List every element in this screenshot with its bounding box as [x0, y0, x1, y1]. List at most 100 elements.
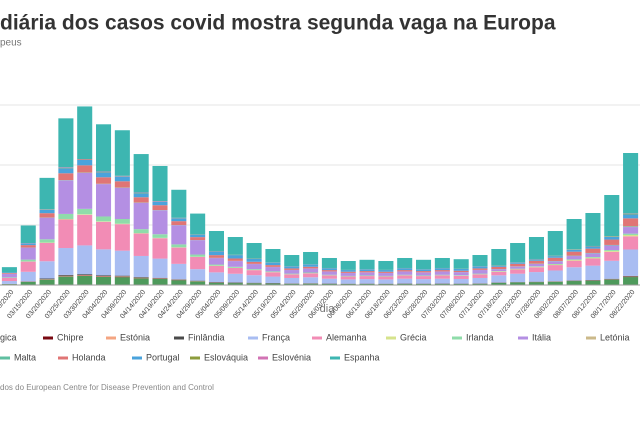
bar-segment — [397, 274, 413, 276]
bar-segment — [397, 283, 413, 285]
bar-segment — [303, 277, 319, 284]
bar-segment — [604, 251, 620, 261]
legend-label: Itália — [532, 332, 551, 342]
bar-segment — [434, 283, 450, 285]
bar-segment — [604, 195, 620, 237]
bar-segment — [77, 159, 93, 166]
bar-segment — [77, 276, 93, 285]
bar-segment — [1, 277, 17, 278]
bar-segment — [585, 256, 601, 258]
bar-segment — [416, 269, 432, 272]
bar-segment — [152, 234, 168, 238]
bar-segment — [227, 261, 243, 267]
bar-segment — [114, 250, 130, 276]
bar-segment — [434, 271, 450, 275]
bar-segment — [547, 270, 563, 282]
bar-segment — [416, 259, 432, 270]
bar-segment — [114, 277, 130, 285]
legend-label: Portugal — [146, 352, 180, 362]
bar-segment — [190, 269, 206, 281]
bar-segment — [1, 273, 17, 278]
bar-segment — [208, 282, 224, 283]
bar-segment — [284, 274, 300, 278]
bar-segment — [528, 272, 544, 282]
bar-segment — [510, 269, 526, 274]
bar-segment — [623, 234, 639, 237]
bar-segment — [20, 245, 36, 248]
bar-segment — [39, 213, 55, 218]
bar-segment — [416, 283, 432, 285]
bar-segment — [284, 268, 300, 270]
bar-segment — [585, 280, 601, 285]
bar-segment — [434, 257, 450, 268]
bar-segment — [453, 272, 469, 276]
bar-segment — [321, 283, 337, 285]
bar-segment — [528, 259, 544, 261]
bar-segment — [340, 276, 356, 280]
bar-segment — [528, 260, 544, 264]
bar-segment — [171, 218, 187, 222]
bar-segment — [397, 270, 413, 272]
bar-segment — [171, 247, 187, 264]
bar-segment — [114, 181, 130, 188]
bar-segment — [171, 225, 187, 245]
bar-segment — [265, 271, 281, 273]
bar-segment — [547, 265, 563, 271]
bar-segment — [340, 279, 356, 284]
bar-segment — [321, 271, 337, 275]
bar-segment — [77, 172, 93, 209]
bar-segment — [190, 234, 206, 238]
bar-segment — [623, 227, 639, 234]
bar-segment — [566, 251, 582, 256]
legend-label: Eslovénia — [272, 352, 311, 362]
bar-segment — [133, 193, 149, 198]
bar-segment — [190, 240, 206, 255]
bar-segment — [77, 159, 93, 160]
bar-segment — [623, 213, 639, 215]
bar-segment — [434, 268, 450, 271]
bar-segment — [434, 275, 450, 279]
bar-segment — [152, 165, 168, 201]
bar-segment — [77, 214, 93, 246]
bar-segment — [378, 276, 394, 280]
bar-segment — [96, 172, 112, 178]
bar-segment — [284, 266, 300, 269]
bar-segment — [566, 260, 582, 268]
bar-segment — [416, 272, 432, 276]
bar-segment — [133, 255, 149, 278]
legend-label: Holanda — [72, 352, 106, 362]
legend-label: Irlanda — [466, 332, 494, 342]
bar-segment — [265, 262, 281, 266]
bar-segment — [472, 266, 488, 269]
bar-segment — [58, 168, 74, 174]
bar-segment — [340, 261, 356, 270]
bar-segment — [208, 255, 224, 258]
bar-segment — [133, 277, 149, 278]
bar-segment — [227, 255, 243, 259]
bar-segment — [472, 283, 488, 285]
bar-segment — [96, 184, 112, 217]
bar-segment — [190, 256, 206, 270]
bar-segment — [20, 282, 36, 285]
chart-title: diária dos casos covid mostra segunda va… — [0, 12, 556, 35]
bar-segment — [510, 266, 526, 269]
bar-segment — [566, 267, 582, 281]
bar-segment — [96, 275, 112, 277]
bar-segment — [20, 259, 36, 262]
bar-segment — [416, 279, 432, 284]
bar-segment — [171, 280, 187, 285]
legend-label: Estónia — [120, 332, 150, 342]
bar-segment — [227, 258, 243, 261]
legend-label: Grécia — [400, 332, 427, 342]
bar-segment — [604, 250, 620, 252]
bar-segment — [58, 218, 74, 220]
bar-segment — [246, 270, 262, 276]
bar-segment — [547, 257, 563, 261]
bar-segment — [416, 271, 432, 273]
bar-segment — [434, 278, 450, 284]
legend-label: Alemanha — [326, 332, 367, 342]
bar-segment — [340, 273, 356, 276]
bar-segment — [284, 255, 300, 267]
